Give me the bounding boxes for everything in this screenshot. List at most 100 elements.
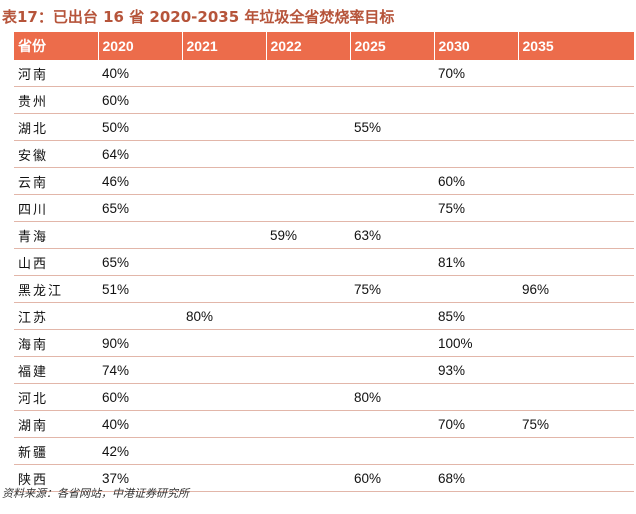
province-cell: 海南 bbox=[14, 329, 98, 357]
target-rate-cell: 60% bbox=[98, 383, 182, 411]
target-rate-cell bbox=[350, 194, 434, 222]
target-rate-cell bbox=[98, 221, 182, 249]
target-rate-cell bbox=[518, 194, 634, 222]
target-rate-cell: 60% bbox=[434, 167, 518, 195]
target-rate-cell bbox=[350, 248, 434, 276]
target-rate-cell bbox=[266, 329, 350, 357]
target-rate-cell bbox=[518, 437, 634, 465]
target-rate-cell bbox=[434, 275, 518, 303]
target-rate-cell bbox=[350, 437, 434, 465]
target-rate-cell bbox=[350, 140, 434, 168]
target-rate-cell bbox=[182, 113, 266, 141]
target-rate-cell: 90% bbox=[98, 329, 182, 357]
target-rate-cell bbox=[182, 86, 266, 114]
target-rate-cell bbox=[518, 356, 634, 384]
target-rate-cell bbox=[434, 221, 518, 249]
target-rate-cell: 85% bbox=[434, 302, 518, 330]
target-rate-cell bbox=[266, 356, 350, 384]
target-rate-cell: 80% bbox=[350, 383, 434, 411]
target-rate-cell bbox=[266, 437, 350, 465]
column-header-year: 2021 bbox=[182, 32, 267, 60]
column-header-year: 2020 bbox=[98, 32, 183, 60]
table-row: 黑龙江 51% 75% 96% bbox=[14, 275, 634, 303]
province-cell: 山西 bbox=[14, 248, 98, 276]
target-rate-cell bbox=[518, 248, 634, 276]
column-header-year: 2022 bbox=[266, 32, 351, 60]
table-row: 湖北 50% 55% bbox=[14, 113, 634, 141]
province-cell: 河南 bbox=[14, 60, 98, 87]
target-rate-cell: 70% bbox=[434, 60, 518, 87]
target-rate-cell bbox=[182, 248, 266, 276]
target-rate-cell bbox=[350, 167, 434, 195]
province-cell: 新疆 bbox=[14, 437, 98, 465]
table-row: 新疆 42% bbox=[14, 437, 634, 465]
target-rate-cell bbox=[350, 86, 434, 114]
province-cell: 湖北 bbox=[14, 113, 98, 141]
column-header-year: 2030 bbox=[434, 32, 519, 60]
target-rate-cell bbox=[434, 140, 518, 168]
table-header-row: 省份 2020 2021 2022 2025 2030 2035 bbox=[14, 32, 634, 60]
target-rate-cell bbox=[266, 302, 350, 330]
province-cell: 黑龙江 bbox=[14, 275, 98, 303]
target-rate-cell: 63% bbox=[350, 221, 434, 249]
target-rate-cell bbox=[434, 383, 518, 411]
target-rate-cell bbox=[350, 410, 434, 438]
target-rate-cell: 42% bbox=[98, 437, 182, 465]
target-rate-cell bbox=[518, 383, 634, 411]
target-rate-cell: 59% bbox=[266, 221, 350, 249]
target-rate-cell: 68% bbox=[434, 464, 518, 492]
province-cell: 陕西 bbox=[14, 464, 98, 492]
target-rate-cell bbox=[182, 275, 266, 303]
target-rate-cell bbox=[266, 140, 350, 168]
target-rate-cell bbox=[350, 60, 434, 87]
target-rate-cell: 93% bbox=[434, 356, 518, 384]
province-cell: 湖南 bbox=[14, 410, 98, 438]
target-rate-cell: 50% bbox=[98, 113, 182, 141]
target-rate-cell bbox=[518, 140, 634, 168]
province-cell: 四川 bbox=[14, 194, 98, 222]
target-rate-cell: 74% bbox=[98, 356, 182, 384]
target-rate-cell: 64% bbox=[98, 140, 182, 168]
incineration-target-table: 省份 2020 2021 2022 2025 2030 2035 河南 40% 70% 贵州 60%… bbox=[14, 32, 634, 492]
table-row: 河南 40% 70% bbox=[14, 60, 634, 87]
table-row: 四川 65% 75% bbox=[14, 194, 634, 222]
table-row: 河北 60% 80% bbox=[14, 383, 634, 411]
table-row: 贵州 60% bbox=[14, 86, 634, 114]
province-cell: 安徽 bbox=[14, 140, 98, 168]
target-rate-cell: 40% bbox=[98, 60, 182, 87]
table-row: 安徽 64% bbox=[14, 140, 634, 168]
province-cell: 福建 bbox=[14, 356, 98, 384]
target-rate-cell bbox=[182, 167, 266, 195]
target-rate-cell: 46% bbox=[98, 167, 182, 195]
province-cell: 青海 bbox=[14, 221, 98, 249]
province-cell: 河北 bbox=[14, 383, 98, 411]
target-rate-cell bbox=[434, 113, 518, 141]
target-rate-cell bbox=[182, 464, 266, 492]
target-rate-cell: 81% bbox=[434, 248, 518, 276]
target-rate-cell: 75% bbox=[434, 194, 518, 222]
table-row: 陕西 37% 60% 68% bbox=[14, 464, 634, 492]
target-rate-cell bbox=[434, 437, 518, 465]
target-rate-cell bbox=[266, 383, 350, 411]
target-rate-cell bbox=[518, 86, 634, 114]
province-cell: 江苏 bbox=[14, 302, 98, 330]
table-title: 表17：已出台 16 省 2020-2035 年垃圾全省焚烧率目标 bbox=[2, 8, 395, 26]
target-rate-cell: 75% bbox=[350, 275, 434, 303]
target-rate-cell bbox=[518, 167, 634, 195]
target-rate-cell bbox=[182, 221, 266, 249]
target-rate-cell: 100% bbox=[434, 329, 518, 357]
target-rate-cell: 51% bbox=[98, 275, 182, 303]
target-rate-cell bbox=[518, 329, 634, 357]
table-row: 云南 46% 60% bbox=[14, 167, 634, 195]
target-rate-cell bbox=[518, 221, 634, 249]
target-rate-cell bbox=[266, 464, 350, 492]
target-rate-cell bbox=[518, 464, 634, 492]
target-rate-cell: 80% bbox=[182, 302, 266, 330]
table-row: 湖南 40% 70% 75% bbox=[14, 410, 634, 438]
table-row: 江苏 80% 85% bbox=[14, 302, 634, 330]
table-row: 福建 74% 93% bbox=[14, 356, 634, 384]
source-note: 资料来源：各省网站，中港证券研究所 bbox=[2, 487, 189, 500]
target-rate-cell bbox=[266, 275, 350, 303]
target-rate-cell: 60% bbox=[98, 86, 182, 114]
target-rate-cell bbox=[350, 329, 434, 357]
